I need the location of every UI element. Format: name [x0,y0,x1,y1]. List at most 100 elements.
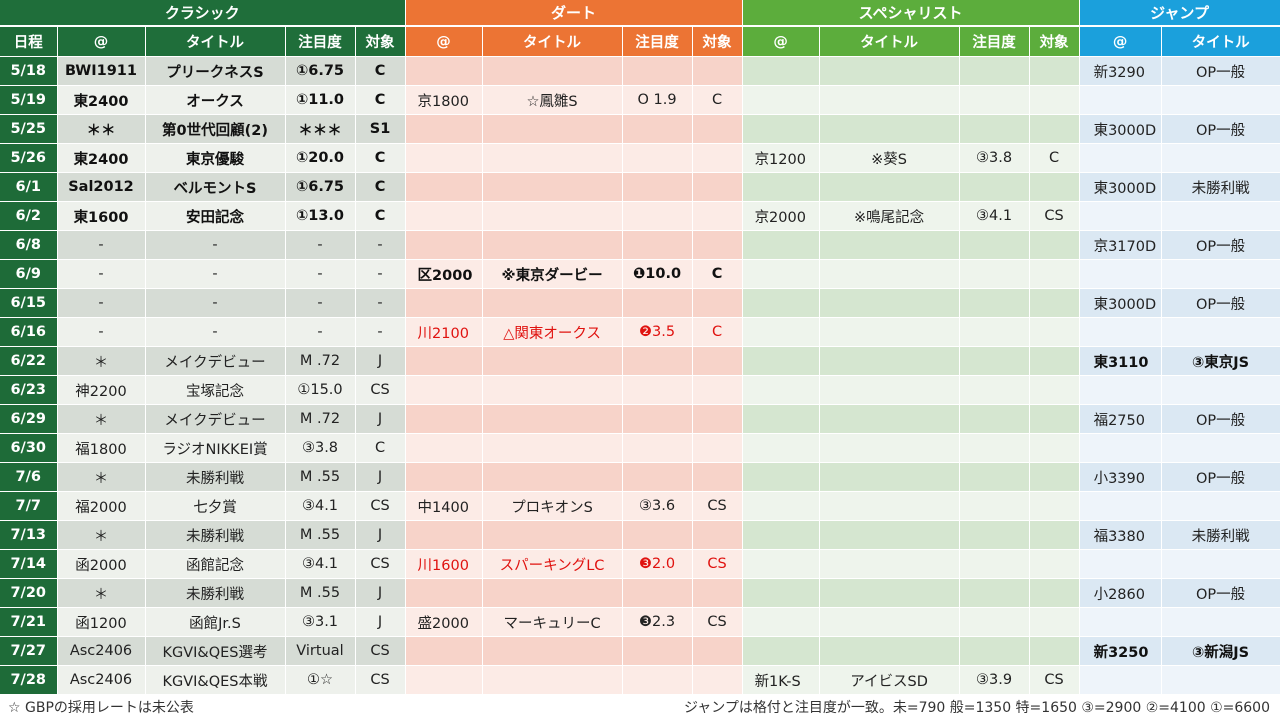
specialist-target-cell [1029,549,1080,579]
date-cell: 7/7 [0,491,58,521]
classic-venue-cell: - [57,230,146,260]
jump-venue-cell: 京3170D [1079,230,1162,260]
dirt-title-cell [482,433,623,463]
jump-venue-cell: 東3110 [1079,346,1162,376]
specialist-venue-cell [742,114,820,144]
specialist-target-cell [1029,114,1080,144]
dirt-target-cell: C [692,259,743,289]
specialist-attention-cell [959,56,1030,86]
classic-target-cell: S1 [355,114,406,144]
dirt-target-cell: CS [692,549,743,579]
dirt-target-cell [692,201,743,231]
classic-title-cell: 未勝利戦 [145,462,286,492]
specialist-title-cell [819,346,960,376]
dirt-title-cell [482,636,623,666]
column-header-jump-title: タイトル [1161,26,1280,57]
table-row: 7/13 ＊未勝利戦 M .55 J 福3380 未勝利戦 [0,520,1280,550]
specialist-venue-cell [742,404,820,434]
classic-attention-cell: M .55 [285,520,356,550]
dirt-attention-cell: ❷3.5 [622,317,693,347]
dirt-title-cell [482,56,623,86]
dirt-venue-cell [405,433,483,463]
dirt-venue-cell [405,114,483,144]
dirt-venue-cell [405,56,483,86]
classic-attention-cell: - [285,259,356,289]
specialist-venue-cell: 京1200 [742,143,820,173]
jump-title-cell [1161,259,1280,289]
jump-venue-cell: 小3390 [1079,462,1162,492]
date-cell: 7/28 [0,665,58,695]
specialist-venue-cell [742,491,820,521]
classic-target-cell: C [355,56,406,86]
date-cell: 6/23 [0,375,58,405]
classic-venue-cell: 函2000 [57,549,146,579]
specialist-target-cell [1029,346,1080,376]
classic-attention-cell: ①20.0 [285,143,356,173]
specialist-title-cell [819,404,960,434]
specialist-title-cell [819,172,960,202]
dirt-attention-cell [622,578,693,608]
classic-attention-cell: ①15.0 [285,375,356,405]
jump-venue-cell [1079,201,1162,231]
specialist-target-cell: CS [1029,201,1080,231]
classic-attention-cell: Virtual [285,636,356,666]
classic-title-cell: オークス [145,85,286,115]
jump-venue-cell: 新3290 [1079,56,1162,86]
jump-title-cell [1161,491,1280,521]
table-row: 6/8- - - - 京3170D OP一般 [0,230,1280,260]
dirt-venue-cell [405,230,483,260]
specialist-target-cell [1029,578,1080,608]
classic-attention-cell: ＊＊＊ [285,114,356,144]
classic-title-cell: 第0世代回顧(2) [145,114,286,144]
classic-venue-cell: - [57,259,146,289]
jump-title-cell [1161,433,1280,463]
specialist-venue-cell [742,259,820,289]
classic-venue-cell: ＊ [57,346,146,376]
classic-attention-cell: ③3.1 [285,607,356,637]
dirt-title-cell: スパーキングLC [482,549,623,579]
specialist-attention-cell [959,636,1030,666]
classic-target-cell: CS [355,636,406,666]
jump-venue-cell [1079,85,1162,115]
table-row: 7/7 福2000 七夕賞 ③4.1 CS 中1400 プロキオンS ③3.6 CS [0,491,1280,521]
specialist-target-cell: C [1029,143,1080,173]
table-row: 6/15- - - - 東3000D OP一般 [0,288,1280,318]
specialist-title-cell: ※葵S [819,143,960,173]
jump-venue-cell: 福3380 [1079,520,1162,550]
date-cell: 6/8 [0,230,58,260]
dirt-attention-cell [622,114,693,144]
dirt-attention-cell: O 1.9 [622,85,693,115]
classic-target-cell: CS [355,549,406,579]
specialist-venue-cell [742,375,820,405]
jump-title-cell [1161,375,1280,405]
specialist-attention-cell [959,114,1030,144]
classic-target-cell: J [355,462,406,492]
classic-title-cell: ベルモントS [145,172,286,202]
classic-attention-cell: - [285,230,356,260]
dirt-venue-cell [405,462,483,492]
classic-target-cell: C [355,201,406,231]
column-header-specialist-venue: @ [742,26,820,57]
table-row: 7/6 ＊未勝利戦 M .55 J 小3390 OP一般 [0,462,1280,492]
specialist-title-cell [819,607,960,637]
classic-target-cell: J [355,578,406,608]
specialist-title-cell [819,230,960,260]
classic-title-cell: メイクデビュー [145,404,286,434]
column-header-dirt-attention: 注目度 [622,26,693,57]
jump-venue-cell [1079,491,1162,521]
classic-venue-cell: Asc2406 [57,665,146,695]
dirt-attention-cell [622,520,693,550]
classic-attention-cell: M .72 [285,404,356,434]
specialist-venue-cell: 京2000 [742,201,820,231]
classic-target-cell: J [355,404,406,434]
specialist-attention-cell [959,549,1030,579]
specialist-venue-cell [742,433,820,463]
table-row: 6/29 ＊メイクデビュー M .72 J 福2750 OP一般 [0,404,1280,434]
specialist-title-cell [819,259,960,289]
classic-attention-cell: ①13.0 [285,201,356,231]
classic-venue-cell: 福1800 [57,433,146,463]
dirt-title-cell [482,404,623,434]
column-header-dirt-title: タイトル [482,26,623,57]
column-header-classic-title: タイトル [145,26,286,57]
specialist-attention-cell [959,433,1030,463]
